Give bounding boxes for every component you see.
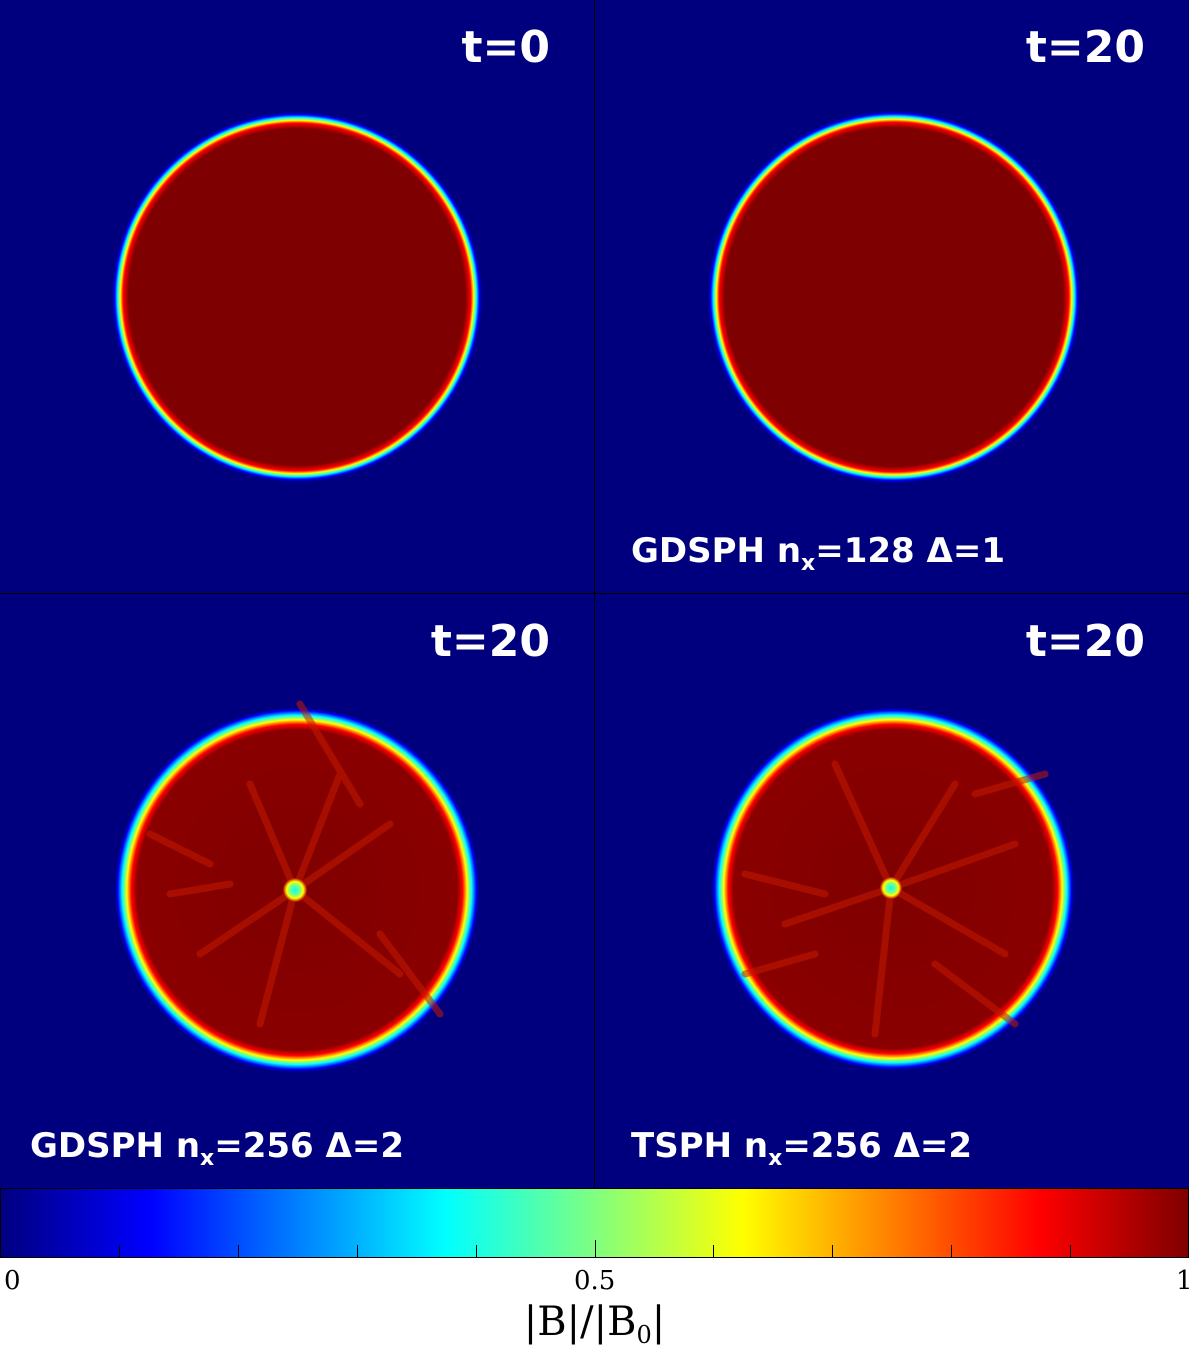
filament-structures (741, 760, 1049, 1038)
colorbar-tick (1070, 1245, 1071, 1258)
time-label: t=0 (461, 22, 550, 73)
central-core (880, 877, 902, 899)
colorbar-tick-label-mid: 0.5 (574, 1266, 616, 1296)
field-map (712, 708, 1074, 1070)
magnetized-region (112, 112, 482, 482)
time-label: t=20 (1025, 616, 1145, 667)
colorbar-tick (357, 1245, 358, 1258)
simulation-label: GDSPH nx=256 Δ=2 (30, 1126, 405, 1171)
colorbar-tick (476, 1245, 477, 1258)
colorbar-tick (595, 1240, 596, 1258)
colorbar-tick (951, 1245, 952, 1258)
magnetized-region (708, 111, 1080, 483)
colorbar-tick (1188, 1240, 1189, 1258)
field-map (112, 112, 482, 482)
central-core (283, 878, 307, 902)
colorbar-tick (832, 1245, 833, 1258)
panel-t0: t=0 (0, 0, 594, 593)
colorbar-tick (119, 1245, 120, 1258)
colorbar-tick (713, 1245, 714, 1258)
colorbar-label: |B|/|B0| (523, 1299, 666, 1349)
field-map (708, 111, 1080, 483)
colorbar-tick (238, 1245, 239, 1258)
colorbar-tick-label-0: 0 (4, 1266, 21, 1296)
panel-tsph-256: t=20 TSPH nx=256 Δ=2 (595, 594, 1189, 1188)
panel-gdsph-256: t=20 GDSPH nx=256 Δ=2 (0, 594, 594, 1188)
time-label: t=20 (1025, 22, 1145, 73)
panel-divider-vertical (594, 0, 595, 1188)
time-label: t=20 (430, 616, 550, 667)
colorbar (0, 1188, 1189, 1258)
panel-divider-horizontal (0, 593, 1189, 594)
field-map (115, 700, 479, 1072)
colorbar-tick (0, 1240, 1, 1258)
simulation-label: TSPH nx=256 Δ=2 (631, 1126, 973, 1171)
simulation-label: GDSPH nx=128 Δ=1 (631, 531, 1006, 576)
filament-structures (146, 700, 444, 1028)
colorbar-tick-label-1: 1 (1176, 1266, 1193, 1296)
panel-gdsph-128: t=20 GDSPH nx=128 Δ=1 (595, 0, 1189, 593)
